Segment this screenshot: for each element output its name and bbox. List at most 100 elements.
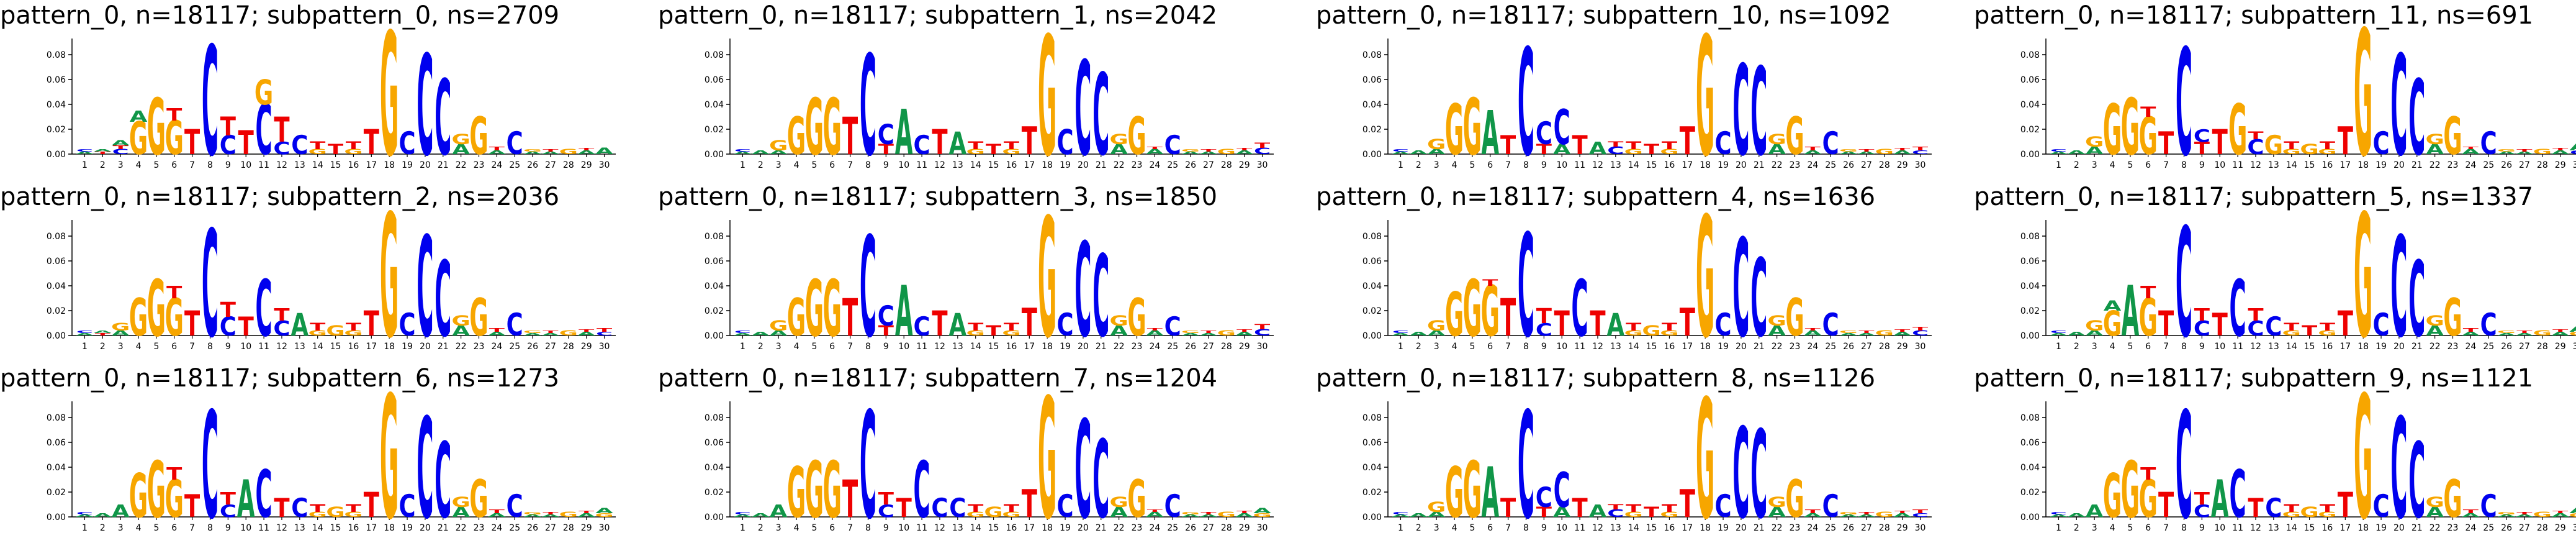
x-tick-label: 29 — [1239, 342, 1250, 352]
x-tick-label: 25 — [2483, 160, 2494, 170]
x-tick-label: 1 — [1398, 523, 1403, 533]
logo-letter-t: T — [328, 142, 343, 158]
x-tick-label: 15 — [2304, 523, 2315, 533]
panel-title: pattern_0, n=18117; subpattern_2, ns=203… — [0, 183, 560, 211]
sequence-logo: 0.000.020.040.060.081 2 3 4 5 6 7 8 9 10 11 12 13 14 1… — [2020, 179, 2576, 375]
x-tick-label: 23 — [474, 342, 485, 352]
sequence-logo: 0.000.020.040.060.081 2 3 4 5 6 7 8 9 10 11 12 13 14 1… — [1362, 365, 1932, 543]
logo-letter-a: A — [237, 470, 255, 530]
logo-letter-t: T — [1254, 323, 1271, 331]
logo-letter-a: A — [2551, 150, 2569, 156]
x-tick-label: 6 — [2145, 523, 2151, 533]
logo-letter-a: A — [1410, 513, 1428, 519]
logo-letter-g: G — [2139, 107, 2158, 167]
logo-letter-t: T — [1200, 511, 1216, 516]
logo-letter-a: A — [94, 513, 112, 519]
logo-letter-g: G — [2497, 148, 2516, 153]
x-tick-label: 4 — [794, 160, 799, 170]
x-tick-label: 26 — [1843, 523, 1854, 533]
logo-letter-t: T — [543, 148, 558, 153]
logo-letter-a: A — [1235, 331, 1253, 337]
logo-letter-a: A — [76, 332, 94, 337]
logo-letter-g: G — [1839, 148, 1858, 153]
x-tick-label: 10 — [1556, 342, 1567, 352]
logo-letter-c: C — [1092, 418, 1109, 542]
x-tick-label: 22 — [2430, 523, 2441, 533]
logo-letter-c: C — [1750, 43, 1767, 183]
y-tick-label: 0.08 — [47, 50, 66, 60]
logo-letter-g: G — [1660, 511, 1678, 519]
panel-title: pattern_0, n=18117; subpattern_3, ns=185… — [658, 183, 1218, 211]
x-tick-label: 26 — [1185, 523, 1196, 533]
logo-letter-t: T — [1147, 146, 1163, 150]
logo-letter-c: C — [734, 511, 751, 516]
y-tick-label: 0.06 — [1362, 257, 1382, 267]
logo-letter-g: G — [2569, 331, 2576, 337]
logo-letter-g: G — [129, 462, 148, 531]
logo-letter-c: C — [1714, 126, 1731, 162]
logo-letter-t: T — [1536, 142, 1552, 158]
logo-letter-t: T — [364, 122, 379, 163]
x-tick-label: 17 — [366, 523, 377, 533]
logo-letter-c: C — [1536, 481, 1552, 514]
logo-letter-c: C — [256, 457, 272, 533]
logo-letter-c: C — [860, 208, 876, 368]
x-tick-label: 21 — [1096, 342, 1107, 352]
logo-letter-c: C — [1912, 513, 1929, 519]
logo-letter-c: C — [76, 511, 93, 516]
x-tick-label: 9 — [883, 523, 889, 533]
y-tick-label: 0.06 — [705, 75, 724, 85]
logo-letter-g: G — [2121, 444, 2140, 535]
logo-letter-t: T — [986, 142, 1001, 158]
x-tick-label: 4 — [2110, 160, 2115, 170]
logo-letter-g: G — [380, 179, 399, 376]
logo-letter-g: G — [2443, 470, 2462, 530]
x-tick-label: 30 — [1257, 523, 1268, 533]
x-tick-label: 21 — [1754, 342, 1765, 352]
logo-letter-c: C — [1092, 231, 1109, 362]
x-tick-label: 8 — [2181, 523, 2187, 533]
x-tick-label: 21 — [2412, 342, 2423, 352]
logo-letter-a: A — [488, 150, 506, 156]
x-tick-label: 19 — [1060, 342, 1071, 352]
logo-letter-g: G — [805, 444, 824, 535]
logo-letter-t: T — [842, 288, 858, 349]
x-tick-label: 2 — [1416, 523, 1421, 533]
y-tick-label: 0.02 — [705, 306, 724, 316]
x-tick-label: 4 — [2110, 342, 2115, 352]
logo-letter-g: G — [308, 148, 327, 156]
x-tick-label: 24 — [491, 523, 502, 533]
x-tick-label: 2 — [2074, 342, 2079, 352]
x-tick-label: 30 — [599, 523, 610, 533]
logo-letter-a: A — [770, 150, 788, 156]
panel-title: pattern_0, n=18117; subpattern_0, ns=270… — [0, 1, 560, 30]
logo-letter-a: A — [949, 308, 967, 344]
x-tick-label: 27 — [1861, 160, 1872, 170]
logo-letter-c: C — [2390, 208, 2407, 368]
x-tick-label: 20 — [1078, 342, 1089, 352]
x-tick-label: 9 — [1541, 523, 1547, 533]
logo-letter-c: C — [1607, 507, 1624, 519]
sequence-logo: 0.000.020.040.060.081 2 3 4 5 6 7 8 9 10 11 12 13 14 1… — [47, 0, 616, 194]
logo-letter-t: T — [220, 489, 236, 509]
x-tick-label: 30 — [2573, 160, 2576, 170]
x-tick-label: 24 — [1807, 523, 1818, 533]
logo-letter-t: T — [1662, 321, 1678, 333]
logo-letter-t: T — [2463, 509, 2479, 515]
logo-letter-a: A — [2551, 513, 2569, 519]
x-tick-label: 25 — [509, 160, 520, 170]
logo-letter-t: T — [220, 112, 236, 142]
logo-letter-t: T — [842, 107, 858, 167]
x-tick-label: 17 — [1024, 342, 1035, 352]
logo-letter-g: G — [787, 453, 806, 534]
logo-letter-g: G — [2318, 329, 2336, 337]
logo-letter-a: A — [94, 148, 112, 153]
x-tick-label: 10 — [240, 523, 251, 533]
x-tick-label: 29 — [2555, 160, 2566, 170]
x-tick-label: 10 — [240, 342, 251, 352]
logo-letter-a: A — [2086, 329, 2104, 337]
logo-letter-t: T — [1004, 139, 1020, 152]
logo-letter-t: T — [878, 142, 894, 158]
y-tick-label: 0.00 — [705, 513, 724, 522]
logo-letter-a: A — [595, 507, 613, 515]
